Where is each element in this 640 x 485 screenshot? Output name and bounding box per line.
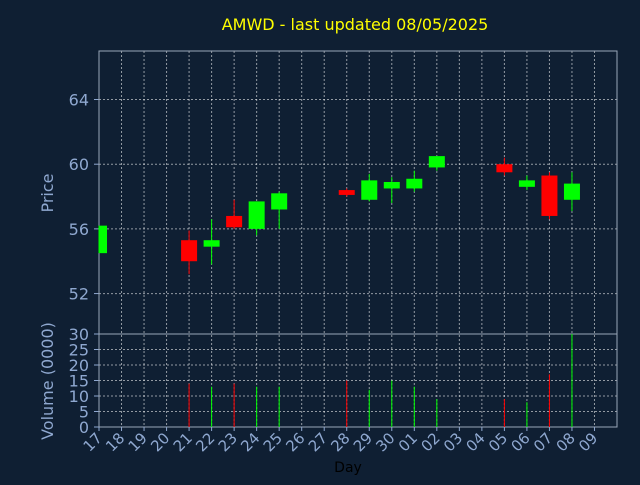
candle-30 bbox=[383, 177, 400, 204]
candle-body-29 bbox=[361, 180, 378, 200]
x-axis-label: Day bbox=[334, 460, 362, 476]
candle-body-07 bbox=[541, 175, 558, 216]
candle-07 bbox=[541, 172, 558, 220]
candle-24 bbox=[248, 201, 265, 236]
candle-body-24 bbox=[248, 201, 265, 229]
price-tick-label: 60 bbox=[69, 155, 89, 174]
volume-tick-label: 20 bbox=[69, 356, 89, 375]
candle-25 bbox=[271, 191, 288, 229]
chart-title: AMWD - last updated 08/05/2025 bbox=[222, 15, 489, 34]
candle-05 bbox=[496, 157, 513, 176]
candle-body-06 bbox=[518, 180, 535, 187]
candle-01 bbox=[406, 170, 423, 192]
candle-body-08 bbox=[563, 183, 580, 200]
candle-body-01 bbox=[406, 178, 423, 189]
candle-body-22 bbox=[203, 240, 220, 247]
candle-body-28 bbox=[338, 190, 355, 195]
candle-body-02 bbox=[428, 156, 445, 168]
candle-06 bbox=[518, 175, 535, 191]
volume-axis-label: Volume (0000) bbox=[38, 322, 57, 440]
candle-body-25 bbox=[271, 193, 288, 210]
candle-body-05 bbox=[496, 164, 513, 173]
volume-tick-label: 25 bbox=[69, 341, 89, 360]
candle-02 bbox=[428, 156, 445, 171]
candle-29 bbox=[361, 173, 378, 202]
volume-tick-label: 15 bbox=[69, 372, 89, 391]
volume-tick-label: 30 bbox=[69, 325, 89, 344]
candle-body-21 bbox=[181, 240, 198, 262]
candle-21 bbox=[181, 230, 198, 275]
volume-tick-label: 0 bbox=[79, 418, 89, 437]
volume-tick-label: 10 bbox=[69, 387, 89, 406]
volume-panel-frame bbox=[98, 333, 618, 428]
candle-body-17 bbox=[99, 225, 107, 254]
price-tick-label: 64 bbox=[69, 91, 89, 110]
candle-body-23 bbox=[226, 215, 243, 228]
candle-08 bbox=[563, 172, 580, 212]
x-tick-label-09: 09 bbox=[575, 429, 601, 455]
candle-28 bbox=[338, 188, 355, 197]
candle-22 bbox=[203, 219, 220, 265]
price-tick-label: 52 bbox=[69, 285, 89, 304]
price-panel-frame bbox=[98, 50, 618, 335]
candle-body-30 bbox=[383, 181, 400, 189]
candle-23 bbox=[226, 199, 243, 229]
price-tick-label: 56 bbox=[69, 220, 89, 239]
candle-17 bbox=[98, 225, 107, 254]
price-axis-label: Price bbox=[38, 173, 57, 212]
volume-tick-label: 5 bbox=[79, 403, 89, 422]
